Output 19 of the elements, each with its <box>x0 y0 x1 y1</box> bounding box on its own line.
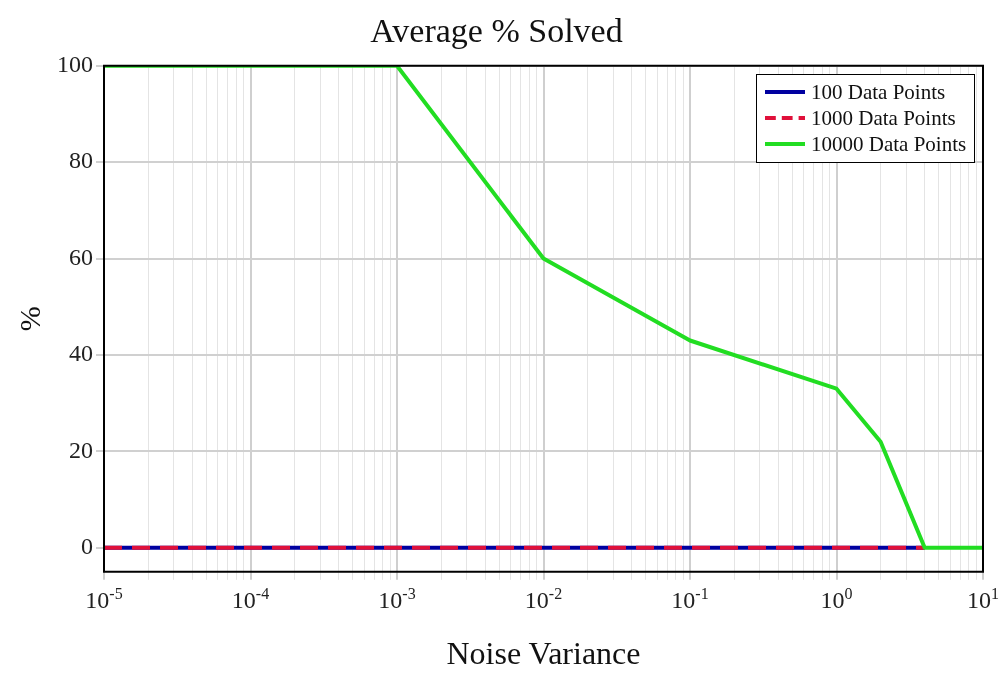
x-tick-label: 10$^{-3}$ <box>378 584 416 613</box>
x-tick-label: 10$^{-2}$ <box>524 584 563 613</box>
legend-label: 1000 Data Points <box>811 105 956 132</box>
chart-title: Average % Solved <box>370 12 623 50</box>
x-tick-label: 10$^{-1}$ <box>671 584 709 613</box>
x-tick-label: 10$^{0}$ <box>820 584 853 613</box>
x-tick-label: 10$^{-4}$ <box>231 584 270 613</box>
y-tick-label: 20 <box>69 436 93 463</box>
y-axis-title: % <box>12 306 46 332</box>
y-tick-label: 0 <box>81 533 93 559</box>
x-tick-label: 10$^{1}$ <box>967 584 999 613</box>
y-tick-label: 40 <box>69 340 93 367</box>
x-tick-label: 10$^{-5}$ <box>85 584 123 613</box>
y-tick-label: 100 <box>57 51 93 78</box>
legend-label: 100 Data Points <box>811 78 946 106</box>
x-axis-title: Noise Variance <box>446 635 641 672</box>
legend-label: 10000 Data Points <box>811 131 967 158</box>
y-tick-label: 60 <box>69 243 93 270</box>
y-tick-label: 80 <box>69 147 93 174</box>
